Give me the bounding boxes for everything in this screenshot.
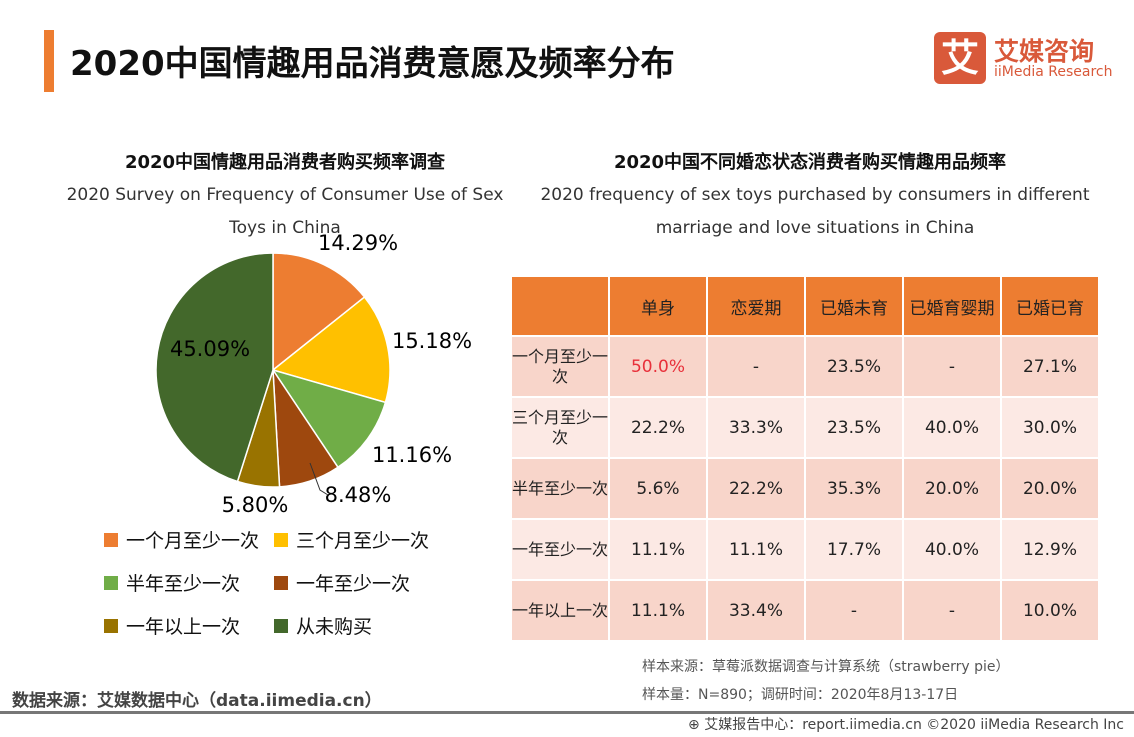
- row-label: 一个月至少一次: [512, 337, 608, 396]
- table-row: 一个月至少一次 50.0% -23.5% -27.1%: [512, 337, 1098, 396]
- pie-slice: [155, 252, 274, 483]
- table-cell: 23.5%: [806, 398, 902, 457]
- table-cell: 17.7%: [806, 520, 902, 579]
- sample-size: 样本量：N=890；调研时间：2020年8月13-17日: [642, 687, 959, 703]
- legend-item: 半年至少一次: [104, 569, 274, 596]
- legend-item: 一年以上一次: [104, 612, 274, 639]
- pie-data-label: 8.48%: [325, 483, 392, 507]
- table-cell: 20.0%: [904, 459, 1000, 518]
- table-cell: 33.4%: [708, 581, 804, 640]
- report-icon: ⊕: [688, 717, 700, 733]
- row-label: 一年至少一次: [512, 520, 608, 579]
- table-cell: 35.3%: [806, 459, 902, 518]
- table-cell: 27.1%: [1002, 337, 1098, 396]
- legend-label: 从未购买: [296, 616, 373, 638]
- footer-report: ⊕ 艾媒报告中心：report.iimedia.cn ©2020 iiMedia…: [688, 714, 1124, 734]
- data-source: 数据来源：艾媒数据中心（data.iimedia.cn）: [12, 691, 382, 711]
- table-cell: 11.1%: [610, 520, 706, 579]
- pie-data-label: 15.18%: [392, 329, 472, 353]
- row-label: 一年以上一次: [512, 581, 608, 640]
- table-cell: 30.0%: [1002, 398, 1098, 457]
- legend-swatch: [274, 575, 288, 590]
- table-cell: 5.6%: [610, 459, 706, 518]
- table-cell: -: [806, 581, 902, 640]
- column-header: [512, 277, 608, 335]
- column-header: 恋爱期: [708, 277, 804, 335]
- column-header: 已婚未育: [806, 277, 902, 335]
- table-cell: 20.0%: [1002, 459, 1098, 518]
- footer-report-text[interactable]: 艾媒报告中心：report.iimedia.cn ©2020 iiMedia R…: [704, 717, 1124, 733]
- table-cell: 33.3%: [708, 398, 804, 457]
- table-cell: 11.1%: [610, 581, 706, 640]
- legend-item: 从未购买: [274, 612, 464, 639]
- column-header: 已婚已育: [1002, 277, 1098, 335]
- table-cell: 23.5%: [806, 337, 902, 396]
- table-cell: 11.1%: [708, 520, 804, 579]
- pie-data-label: 11.16%: [372, 443, 452, 467]
- legend-label: 一个月至少一次: [126, 530, 260, 552]
- table-cell: -: [904, 337, 1000, 396]
- table-cell: -: [708, 337, 804, 396]
- legend-label: 三个月至少一次: [296, 530, 430, 552]
- legend-swatch: [104, 575, 118, 590]
- pie-legend: 一个月至少一次 三个月至少一次半年至少一次 一年至少一次一年以上一次 从未购买: [104, 526, 484, 639]
- pie-slice: [271, 296, 391, 404]
- table-row: 半年至少一次 5.6% 22.2% 35.3% 20.0% 20.0%: [512, 459, 1098, 518]
- legend-swatch: [274, 618, 288, 633]
- table-row: 一年至少一次 11.1% 11.1% 17.7% 40.0% 12.9%: [512, 520, 1098, 579]
- pie-data-label: 45.09%: [170, 337, 250, 361]
- row-label: 三个月至少一次: [512, 398, 608, 457]
- table-cell: -: [904, 581, 1000, 640]
- table-cell: 10.0%: [1002, 581, 1098, 640]
- table-cell: 22.2%: [610, 398, 706, 457]
- table-cell: 50.0%: [610, 337, 706, 396]
- page-title: 2020中国情趣用品消费意愿及频率分布: [70, 44, 675, 84]
- column-header: 单身: [610, 277, 706, 335]
- footer-divider: [0, 711, 1134, 714]
- pie-data-label: 5.80%: [222, 493, 289, 517]
- legend-label: 一年以上一次: [126, 616, 241, 638]
- legend-item: 三个月至少一次: [274, 526, 464, 553]
- legend-label: 半年至少一次: [126, 573, 241, 595]
- logo-icon: 艾: [934, 32, 986, 84]
- column-header: 已婚育婴期: [904, 277, 1000, 335]
- legend-swatch: [274, 532, 288, 547]
- table-title: 2020中国不同婚恋状态消费者购买情趣用品频率: [613, 152, 1007, 173]
- frequency-table: 单身 恋爱期 已婚未育 已婚育婴期 已婚已育 一个月至少一次 50.0% -23.5% -27…: [510, 275, 1100, 642]
- table-row: 一年以上一次 11.1% 33.4% - -10.0%: [512, 581, 1098, 640]
- pie-data-label: 14.29%: [318, 231, 398, 255]
- leader-line: [309, 462, 329, 496]
- legend-swatch: [104, 618, 118, 633]
- logo-cn: 艾媒咨询: [994, 37, 1095, 66]
- legend-item: 一个月至少一次: [104, 526, 274, 553]
- pie-title: 2020中国情趣用品消费者购买频率调查: [124, 152, 446, 173]
- pie-slice: [271, 368, 387, 469]
- legend-item: 一年至少一次: [274, 569, 464, 596]
- table-cell: 40.0%: [904, 520, 1000, 579]
- table-subtitle: 2020 frequency of sex toys purchased by …: [540, 185, 1090, 238]
- pie-slice: [272, 252, 366, 372]
- row-label: 半年至少一次: [512, 459, 608, 518]
- legend-swatch: [104, 532, 118, 547]
- legend-label: 一年至少一次: [296, 573, 411, 595]
- table-row: 三个月至少一次 22.2% 33.3% 23.5% 40.0% 30.0%: [512, 398, 1098, 457]
- table-cell: 12.9%: [1002, 520, 1098, 579]
- table-cell: 22.2%: [708, 459, 804, 518]
- table-cell: 40.0%: [904, 398, 1000, 457]
- pie-chart: 14.29% 15.18% 11.16% 8.48% 5.80% 45.09%: [155, 231, 472, 517]
- pie-subtitle: 2020 Survey on Frequency of Consumer Use…: [66, 185, 504, 238]
- title-accent-bar: [44, 30, 54, 92]
- sample-source: 样本来源：草莓派数据调查与计算系统（strawberry pie）: [642, 659, 1010, 675]
- logo-en: iiMedia Research: [994, 64, 1113, 80]
